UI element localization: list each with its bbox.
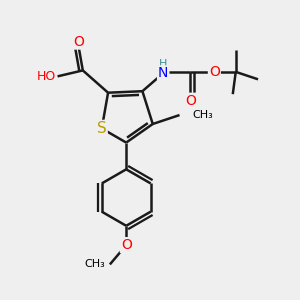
Text: S: S [97,121,106,136]
Text: O: O [209,65,220,79]
Text: H: H [159,58,167,69]
Text: O: O [73,34,84,49]
Text: CH₃: CH₃ [192,110,213,120]
Text: O: O [121,238,132,252]
Text: O: O [185,94,196,108]
Text: HO: HO [37,70,56,83]
Text: CH₃: CH₃ [85,260,105,269]
Text: N: N [158,66,168,80]
